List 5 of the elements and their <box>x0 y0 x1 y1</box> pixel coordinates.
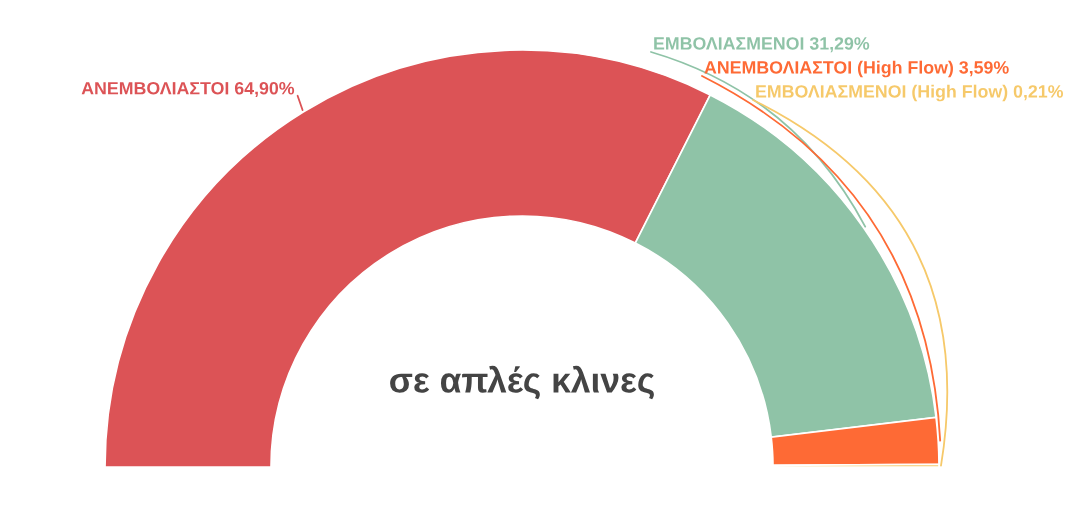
slice-label: ΑΝΕΜΒΟΛΙΑΣΤΟΙ (High Flow) 3,59% <box>704 60 1009 78</box>
slice-label: ΑΝΕΜΒΟΛΙΑΣΤΟΙ 64,90% <box>81 81 295 98</box>
slice-label: ΕΜΒΟΛΙΑΣΜΕΝΟΙ 31,29% <box>654 37 870 53</box>
slice-label: ΕΜΒΟΛΙΑΣΜΕΝΟΙ (High Flow) 0,21% <box>756 84 1064 102</box>
text: σε απλές κλινες <box>390 365 654 400</box>
